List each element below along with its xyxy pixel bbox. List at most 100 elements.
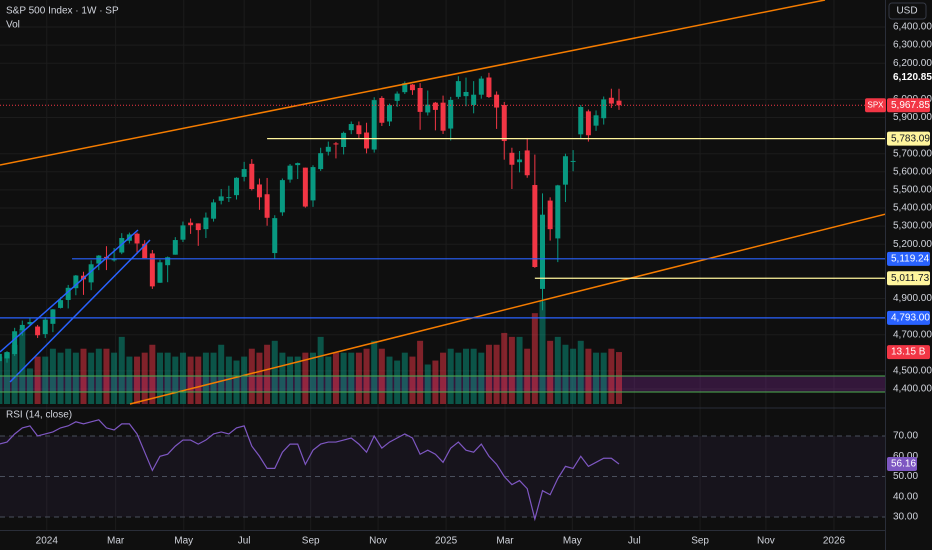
channel-line: [9, 239, 151, 383]
candle-body: [180, 225, 186, 240]
volume-bar: [195, 356, 202, 404]
candle-body: [310, 167, 316, 201]
candle-body: [203, 217, 209, 230]
y-tick-label: 6,400.00: [893, 22, 932, 33]
volume-bar: [355, 352, 362, 404]
level-label: 4,793.00: [891, 313, 930, 324]
candle-body: [455, 81, 461, 97]
y-tick-label: 5,200.00: [893, 239, 932, 250]
candle-body: [249, 163, 255, 189]
y-tick-label: 5,600.00: [893, 166, 932, 177]
volume-bar: [118, 336, 125, 404]
axes: 2024 Mar May Jul Sep Nov 2025 Mar May Jul Sep Nov 20…: [36, 22, 932, 547]
candle-body: [241, 169, 247, 177]
y-tick-label: 4,400.00: [893, 384, 932, 395]
candle-body: [463, 91, 469, 97]
candle-body: [578, 107, 584, 135]
candle-body: [517, 159, 523, 163]
volume-bar: [440, 352, 447, 404]
volume-bar: [493, 344, 500, 404]
level-label: 5,011.73: [891, 273, 930, 284]
symbol-tag: [865, 98, 886, 113]
volume-bar: [432, 360, 439, 404]
volume-bar: [401, 352, 408, 404]
candle-body: [318, 153, 324, 170]
candle-body: [65, 287, 71, 300]
candle-body: [295, 163, 301, 166]
x-tick-label: 2024: [36, 536, 59, 547]
volume-bar: [409, 356, 416, 404]
volume-bar: [34, 356, 41, 404]
volume-bar: [134, 356, 141, 404]
candle-body: [188, 222, 194, 226]
volume-bar: [42, 356, 49, 404]
volume-bar: [57, 352, 64, 404]
volume-bar: [141, 352, 148, 404]
marker-price-label: 6,120.85: [893, 72, 932, 83]
candle-body: [35, 326, 41, 336]
x-tick-label: Jul: [238, 536, 251, 547]
y-tick-label: 6,300.00: [893, 40, 932, 51]
volume-bar: [302, 352, 309, 404]
candle-body: [501, 105, 507, 142]
trend-line: [0, 0, 826, 166]
candle-body: [524, 150, 530, 176]
volume-bar: [332, 352, 339, 404]
volume-bar: [164, 352, 171, 404]
volume-bar: [485, 344, 492, 404]
volume-bar: [0, 356, 3, 404]
candle-body: [593, 115, 599, 126]
volume-bar: [4, 352, 10, 404]
volume-bar: [157, 352, 163, 404]
candle-body: [471, 94, 477, 106]
y-tick-label: 5,300.00: [893, 221, 932, 232]
volume-bar: [26, 368, 33, 404]
candle-body: [448, 99, 454, 129]
candle-body: [409, 84, 415, 91]
volume-bar: [371, 340, 378, 404]
candle-body: [88, 264, 94, 283]
currency-button[interactable]: [888, 2, 927, 20]
trend-line: [129, 213, 885, 405]
y-tick-label: 5,900.00: [893, 112, 932, 123]
candle-body: [149, 253, 155, 287]
candle-body: [608, 97, 614, 104]
volume-bar: [187, 356, 194, 404]
y-tick-label: 6,200.00: [893, 58, 932, 69]
rsi-tick-label: 30.00: [893, 512, 918, 523]
volume-last-label: 13.15 B: [891, 347, 926, 358]
candle-body: [387, 105, 392, 122]
volume-bar: [455, 352, 462, 404]
candle-body: [42, 319, 48, 335]
x-tick-label: Mar: [496, 536, 514, 547]
candle-body: [494, 94, 500, 108]
currency[interactable]: USD: [896, 6, 917, 17]
volume-bar: [531, 313, 538, 404]
volume-bar: [287, 356, 294, 404]
candle-body: [394, 93, 400, 101]
level-tag: [887, 310, 930, 325]
candle-body: [478, 78, 484, 95]
candle-body: [570, 160, 576, 162]
candle-body: [302, 167, 308, 207]
candle-body: [532, 185, 538, 268]
candle-body: [509, 152, 515, 165]
volume-bar: [508, 336, 515, 404]
candle-body: [440, 102, 446, 131]
level-tag: [887, 271, 930, 286]
x-tick-label: Nov: [757, 536, 775, 547]
candle-body: [425, 104, 431, 113]
candle-body: [96, 255, 102, 264]
volume-bar: [501, 332, 508, 404]
chart-title: S&P 500 Index · 1W · SP: [6, 6, 119, 17]
volume-bar: [279, 352, 286, 404]
candle-body: [616, 100, 622, 106]
x-tick-label: 2026: [823, 536, 846, 547]
candle-body: [585, 111, 591, 136]
x-tick-label: May: [563, 536, 582, 547]
volume-bar: [600, 352, 607, 404]
candle-body: [402, 83, 408, 93]
rsi-tick-label: 70.00: [893, 431, 918, 442]
candle-body: [73, 275, 79, 289]
candle-body: [364, 132, 370, 149]
